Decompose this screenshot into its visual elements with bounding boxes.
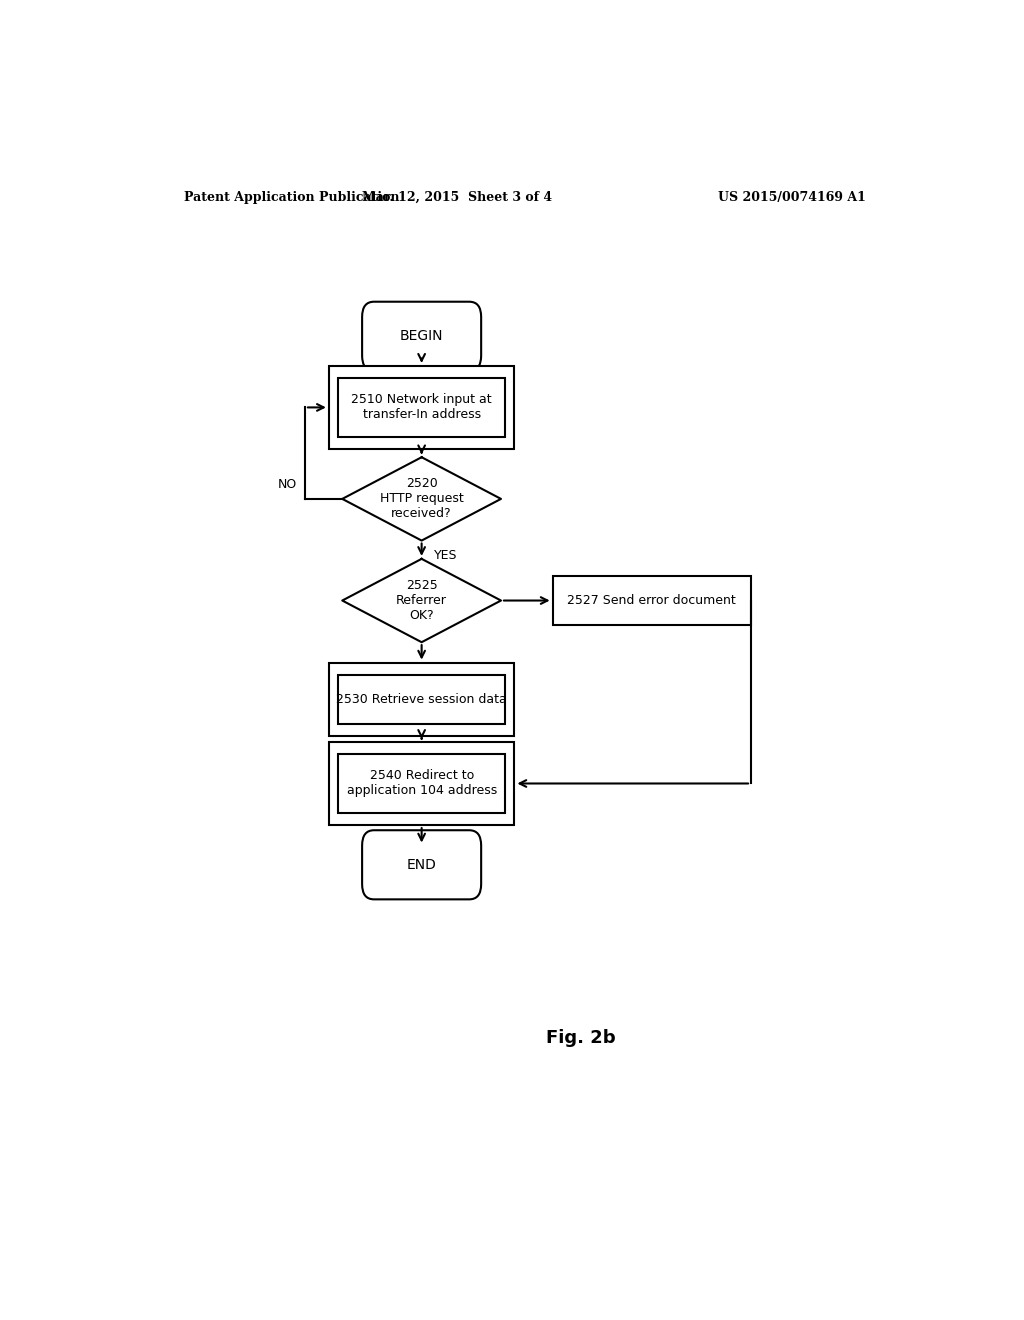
Polygon shape	[342, 457, 501, 541]
FancyBboxPatch shape	[329, 663, 514, 735]
FancyBboxPatch shape	[362, 830, 481, 899]
Text: NO: NO	[278, 478, 297, 491]
Text: YES: YES	[433, 549, 457, 562]
FancyBboxPatch shape	[338, 378, 505, 437]
Text: 2520
HTTP request
received?: 2520 HTTP request received?	[380, 478, 464, 520]
Polygon shape	[342, 558, 501, 643]
FancyBboxPatch shape	[362, 302, 481, 371]
FancyBboxPatch shape	[329, 366, 514, 449]
Text: 2525
Referrer
OK?: 2525 Referrer OK?	[396, 579, 447, 622]
FancyBboxPatch shape	[338, 675, 505, 723]
FancyBboxPatch shape	[553, 576, 751, 624]
Text: END: END	[407, 858, 436, 871]
Text: Mar. 12, 2015  Sheet 3 of 4: Mar. 12, 2015 Sheet 3 of 4	[362, 190, 552, 203]
Text: 2540 Redirect to
application 104 address: 2540 Redirect to application 104 address	[346, 770, 497, 797]
Text: 2527 Send error document: 2527 Send error document	[567, 594, 736, 607]
FancyBboxPatch shape	[338, 754, 505, 813]
Text: 2530 Retrieve session data: 2530 Retrieve session data	[336, 693, 507, 706]
Text: 2510 Network input at
transfer-In address: 2510 Network input at transfer-In addres…	[351, 393, 492, 421]
Text: US 2015/0074169 A1: US 2015/0074169 A1	[718, 190, 866, 203]
Text: Patent Application Publication: Patent Application Publication	[183, 190, 399, 203]
Text: Fig. 2b: Fig. 2b	[546, 1028, 615, 1047]
FancyBboxPatch shape	[329, 742, 514, 825]
Text: BEGIN: BEGIN	[400, 329, 443, 343]
